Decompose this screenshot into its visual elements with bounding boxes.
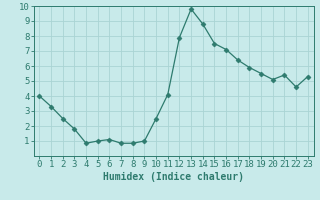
X-axis label: Humidex (Indice chaleur): Humidex (Indice chaleur) [103,172,244,182]
